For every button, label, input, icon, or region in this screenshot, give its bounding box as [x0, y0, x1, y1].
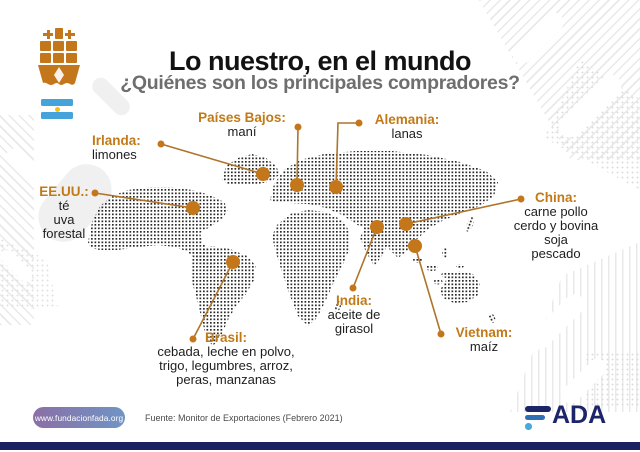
- label-dot-brasil: [189, 335, 197, 343]
- country-name: Irlanda:: [92, 133, 141, 148]
- label-alemania: Alemania: lanas: [366, 112, 448, 141]
- island: [441, 272, 455, 278]
- continent-greenland-uk: [222, 154, 280, 184]
- continent-eurasia: [270, 151, 498, 258]
- country-products: té uva forestal: [42, 198, 86, 241]
- country-products: carne pollo cerdo y bovina soja pescado: [513, 204, 599, 261]
- continent-india: [360, 228, 390, 266]
- country-name: Países Bajos:: [198, 110, 286, 125]
- page-title: Lo nuestro, en el mundo: [168, 46, 472, 76]
- marker-paises-bajos: [290, 178, 304, 192]
- fada-logo-f-icon: [525, 406, 552, 430]
- website-badge[interactable]: www.fundacionfada.org: [33, 407, 125, 428]
- marker-india: [370, 220, 384, 234]
- country-name: India:: [336, 293, 372, 308]
- label-eeuu: EE.UU.: té uva forestal: [26, 184, 102, 241]
- connector-irlanda: [160, 143, 264, 175]
- country-name: China:: [535, 190, 577, 205]
- country-name: Alemania:: [374, 112, 440, 127]
- island: [426, 265, 438, 271]
- source-text: Fuente: Monitor de Exportaciones (Febrer…: [145, 413, 343, 423]
- island: [456, 264, 464, 268]
- flag-sun-icon: [54, 106, 60, 112]
- island: [433, 279, 443, 285]
- country-products: limones: [92, 147, 137, 163]
- island-japan: [466, 216, 474, 232]
- label-dot-china: [517, 195, 525, 203]
- continent-africa: [272, 210, 350, 326]
- island-philippines: [442, 248, 448, 258]
- label-brasil: Brasil: cebada, leche en polvo, trigo, l…: [138, 330, 314, 387]
- label-india: India: aceite de girasol: [318, 293, 390, 336]
- marker-china: [399, 217, 413, 231]
- country-products: aceite de girasol: [327, 307, 381, 337]
- label-dot-irlanda: [157, 140, 165, 148]
- flag-bottom-stripe: [41, 112, 73, 119]
- label-dot-india: [349, 284, 357, 292]
- marker-brasil: [226, 255, 240, 269]
- label-dot-alemania: [355, 119, 363, 127]
- page-subtitle: ¿Quiénes son los principales compradores…: [120, 72, 520, 94]
- cargo-ship-icon: [38, 28, 80, 85]
- fada-logo-text: ADA: [552, 401, 607, 429]
- connector-alemania: [335, 122, 356, 188]
- country-name: EE.UU.:: [39, 184, 89, 199]
- label-vietnam: Vietnam: maíz: [447, 325, 521, 354]
- country-products: lanas: [391, 126, 423, 142]
- island-madagascar: [334, 300, 342, 312]
- label-irlanda: Irlanda: limones: [92, 133, 141, 162]
- connector-brasil: [192, 261, 234, 340]
- marker-alemania: [329, 180, 343, 194]
- label-china: China: carne pollo cerdo y bovina soja p…: [498, 190, 614, 261]
- flag-top-stripe: [41, 99, 73, 106]
- continent-south-america: [191, 246, 256, 346]
- country-name: Brasil:: [204, 330, 248, 345]
- island: [450, 285, 462, 291]
- country-name: Vietnam:: [455, 325, 513, 340]
- country-products: maní: [227, 124, 257, 140]
- connector-paises-bajos: [296, 126, 299, 186]
- island-new-zealand: [488, 313, 496, 323]
- fada-logo: ADA: [525, 403, 606, 430]
- label-dot-vietnam: [437, 330, 445, 338]
- argentina-flag: [41, 99, 73, 119]
- label-paises-bajos: Países Bajos: maní: [188, 110, 296, 139]
- country-products: maíz: [469, 339, 499, 355]
- marker-vietnam: [408, 239, 422, 253]
- connector-india: [352, 226, 378, 289]
- flag-middle-stripe: [41, 106, 73, 112]
- label-dot-paises-bajos: [294, 123, 302, 131]
- connector-china: [405, 198, 522, 225]
- marker-eeuu: [186, 201, 200, 215]
- marker-irlanda: [256, 167, 270, 181]
- connector-vietnam: [414, 245, 442, 335]
- country-products: cebada, leche en polvo, trigo, legumbres…: [157, 344, 295, 387]
- island: [413, 257, 423, 263]
- bottom-navy-bar: [0, 442, 640, 450]
